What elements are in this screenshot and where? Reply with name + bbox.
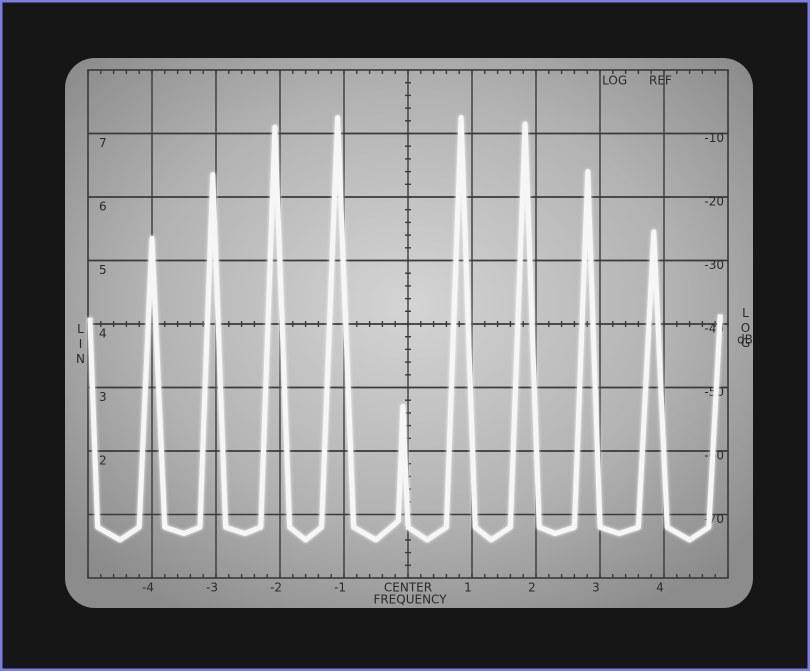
y2-label: LOG [739, 306, 753, 351]
screen [65, 58, 753, 608]
x-tick-label: -4 [142, 581, 154, 595]
y-tick-label: 5 [99, 263, 107, 277]
x-label: FREQUENCY [373, 593, 447, 607]
x-tick-label: -2 [270, 581, 282, 595]
x-tick-label: 3 [592, 581, 600, 595]
x-tick-label: -1 [334, 581, 346, 595]
x-tick-label: 1 [464, 581, 472, 595]
x-tick-label: -3 [206, 581, 218, 595]
y-tick-label: 7 [99, 136, 107, 150]
y-tick-label: 4 [99, 327, 107, 341]
y-tick-label: 6 [99, 200, 107, 214]
y2-tick-label: -10 [704, 131, 724, 145]
y2-tick-label: -20 [704, 195, 724, 209]
y2-unit: dB [737, 333, 753, 347]
trace [87, 115, 723, 543]
x-tick-label: CENTER [384, 581, 432, 595]
y2-tick-label: -30 [704, 258, 724, 272]
y-label: LIN [74, 322, 88, 367]
top-right-label: LOG REF [602, 74, 672, 88]
y-tick-label: 3 [99, 390, 107, 404]
x-tick-label: 2 [528, 581, 536, 595]
x-tick-label: 4 [656, 581, 664, 595]
y-tick-label: 2 [99, 454, 107, 468]
